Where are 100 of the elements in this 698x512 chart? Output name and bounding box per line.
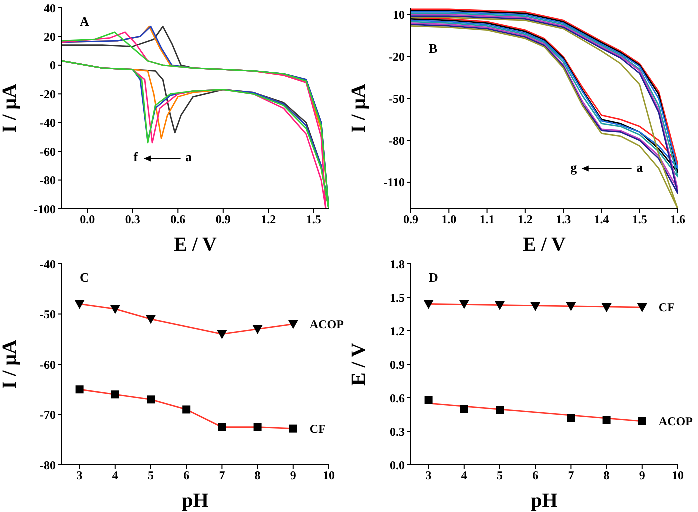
x-axis-title: E / V [174, 234, 218, 256]
annotation: A [80, 14, 90, 29]
y-tick-label: 0.0 [390, 458, 405, 472]
point [218, 423, 226, 432]
x-tick-label: 0.3 [125, 212, 140, 227]
series-label: CF [310, 422, 326, 436]
y-tick-label: -40 [40, 257, 56, 272]
y-tick-label: -110 [384, 176, 405, 190]
point [460, 405, 468, 414]
point [254, 423, 262, 432]
x-tick-label: 9 [639, 468, 646, 483]
y-tick-label: 1.5 [390, 290, 405, 305]
x-tick-label: 0.6 [170, 212, 186, 227]
y-tick-label: -50 [40, 308, 56, 322]
x-tick-label: 1.2 [518, 212, 533, 227]
x-tick-label: 1.5 [632, 212, 648, 227]
y-tick-label: -80 [389, 134, 405, 148]
point [110, 305, 120, 314]
x-tick-label: 4 [461, 468, 468, 483]
annotation: a [636, 160, 644, 175]
point [288, 320, 298, 330]
x-tick-label: 1.0 [442, 212, 457, 227]
x-tick-label: 10 [672, 468, 684, 483]
x-tick-label: 10 [323, 468, 335, 483]
x-tick-label: 1.3 [556, 212, 572, 227]
annotation: g [570, 160, 578, 175]
y-tick-label: -50 [389, 92, 405, 106]
series-label: ACOP [310, 317, 344, 332]
y-axis-title: I / μA [0, 83, 21, 134]
y-tick-label: -80 [40, 174, 56, 188]
point [182, 406, 191, 414]
point [74, 300, 85, 310]
x-axis-title: E / V [523, 234, 567, 256]
y-tick-label: -20 [40, 87, 56, 102]
x-tick-label: 5 [148, 468, 154, 483]
point [146, 315, 156, 324]
y-tick-label: -60 [40, 358, 56, 372]
point [459, 300, 470, 310]
annotation: f [134, 150, 139, 165]
y-tick-label: -80 [40, 458, 56, 472]
y-axis-title: I / μA [0, 339, 21, 390]
point [424, 396, 433, 404]
y-tick-label: 0.6 [390, 391, 405, 406]
point [289, 424, 298, 433]
y-tick-label: 10 [393, 8, 405, 22]
annotation: B [429, 41, 438, 56]
x-tick-label: 8 [604, 468, 610, 483]
y-tick-label: 0.9 [390, 358, 405, 372]
point [495, 301, 505, 310]
x-tick-label: 1.6 [670, 212, 686, 227]
y-tick-label: 0 [50, 58, 56, 73]
annotation: D [429, 270, 438, 285]
point [111, 390, 120, 399]
x-tick-label: 5 [497, 468, 503, 483]
x-tick-label: 6 [532, 468, 539, 483]
point [76, 386, 84, 394]
point [602, 416, 611, 424]
y-tick-label: -20 [389, 50, 405, 64]
x-tick-label: 0.9 [404, 212, 418, 227]
point [566, 302, 576, 312]
x-axis-title: pH [182, 490, 210, 512]
x-axis-title: pH [531, 490, 558, 512]
series-label: ACOP [658, 414, 693, 428]
point [424, 300, 434, 310]
point [638, 417, 646, 426]
y-tick-label: -60 [40, 144, 56, 159]
y-axis-title: I / μA [348, 83, 370, 134]
point [217, 330, 228, 340]
point [602, 304, 612, 313]
x-tick-label: 0.9 [216, 212, 231, 227]
y-tick-label: 20 [44, 30, 56, 44]
y-tick-label: -70 [40, 408, 56, 422]
annotation: a [186, 150, 193, 165]
x-tick-label: 1.4 [594, 212, 610, 227]
x-tick-label: 1.2 [261, 212, 276, 227]
y-tick-label: 1.8 [390, 257, 405, 272]
y-tick-label: 1.2 [390, 324, 405, 338]
x-tick-label: 9 [290, 468, 296, 483]
y-tick-label: -100 [34, 202, 56, 216]
annotation: C [80, 270, 90, 285]
x-tick-label: 7 [568, 468, 574, 483]
point [567, 414, 576, 422]
x-tick-label: 6 [184, 468, 190, 483]
x-tick-label: 0.0 [80, 212, 96, 227]
x-tick-label: 1.5 [306, 212, 322, 227]
x-tick-label: 1.1 [480, 212, 495, 227]
y-tick-label: 0.3 [390, 424, 405, 439]
x-tick-label: 3 [426, 468, 432, 483]
y-tick-label: 40 [44, 1, 56, 16]
point [252, 325, 263, 334]
point [637, 304, 648, 313]
x-tick-label: 4 [112, 468, 118, 483]
point [530, 302, 541, 312]
y-axis-title: E / V [348, 342, 370, 386]
series-label: CF [658, 300, 675, 315]
x-tick-label: 7 [219, 468, 226, 483]
point [496, 406, 504, 414]
x-tick-label: 8 [254, 468, 261, 483]
y-tick-label: -40 [40, 116, 56, 130]
point [147, 396, 155, 404]
